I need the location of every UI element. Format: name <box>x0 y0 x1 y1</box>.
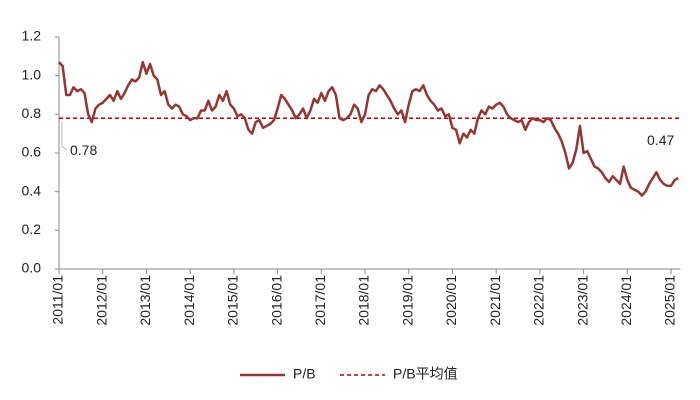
x-tick-label: 2022/01 <box>531 275 547 326</box>
x-tick-label: 2015/01 <box>225 275 241 326</box>
data-line <box>58 60 679 197</box>
y-tick-label: 0.0 <box>22 260 42 276</box>
end-label: 0.47 <box>647 132 674 148</box>
y-tick-label: 1.2 <box>22 28 42 44</box>
x-tick-label: 2021/01 <box>487 275 503 326</box>
x-tick-label: 2013/01 <box>137 275 153 326</box>
y-tick-label: 0.6 <box>22 144 42 160</box>
x-tick-label: 2012/01 <box>93 275 109 326</box>
legend-label: P/B <box>293 366 316 382</box>
x-tick-label: 2019/01 <box>399 275 415 326</box>
mean-label: 0.78 <box>70 142 97 158</box>
x-tick-label: 2024/01 <box>618 275 634 326</box>
x-tick-label: 2014/01 <box>181 275 197 326</box>
y-tick-label: 0.2 <box>22 221 42 237</box>
x-tick-label: 2023/01 <box>574 275 590 326</box>
x-tick-label: 2025/01 <box>662 275 678 326</box>
x-tick-label: 2020/01 <box>443 275 459 326</box>
y-tick-label: 0.8 <box>22 105 42 121</box>
x-tick-label: 2011/01 <box>50 275 66 325</box>
legend-label: P/B平均值 <box>393 366 458 382</box>
x-tick-label: 2016/01 <box>268 275 284 326</box>
leader-line <box>61 121 68 151</box>
y-tick-label: 1.0 <box>22 66 42 82</box>
x-tick-label: 2018/01 <box>356 275 372 326</box>
x-tick-label: 2017/01 <box>312 275 328 326</box>
y-tick-label: 0.4 <box>22 182 42 198</box>
